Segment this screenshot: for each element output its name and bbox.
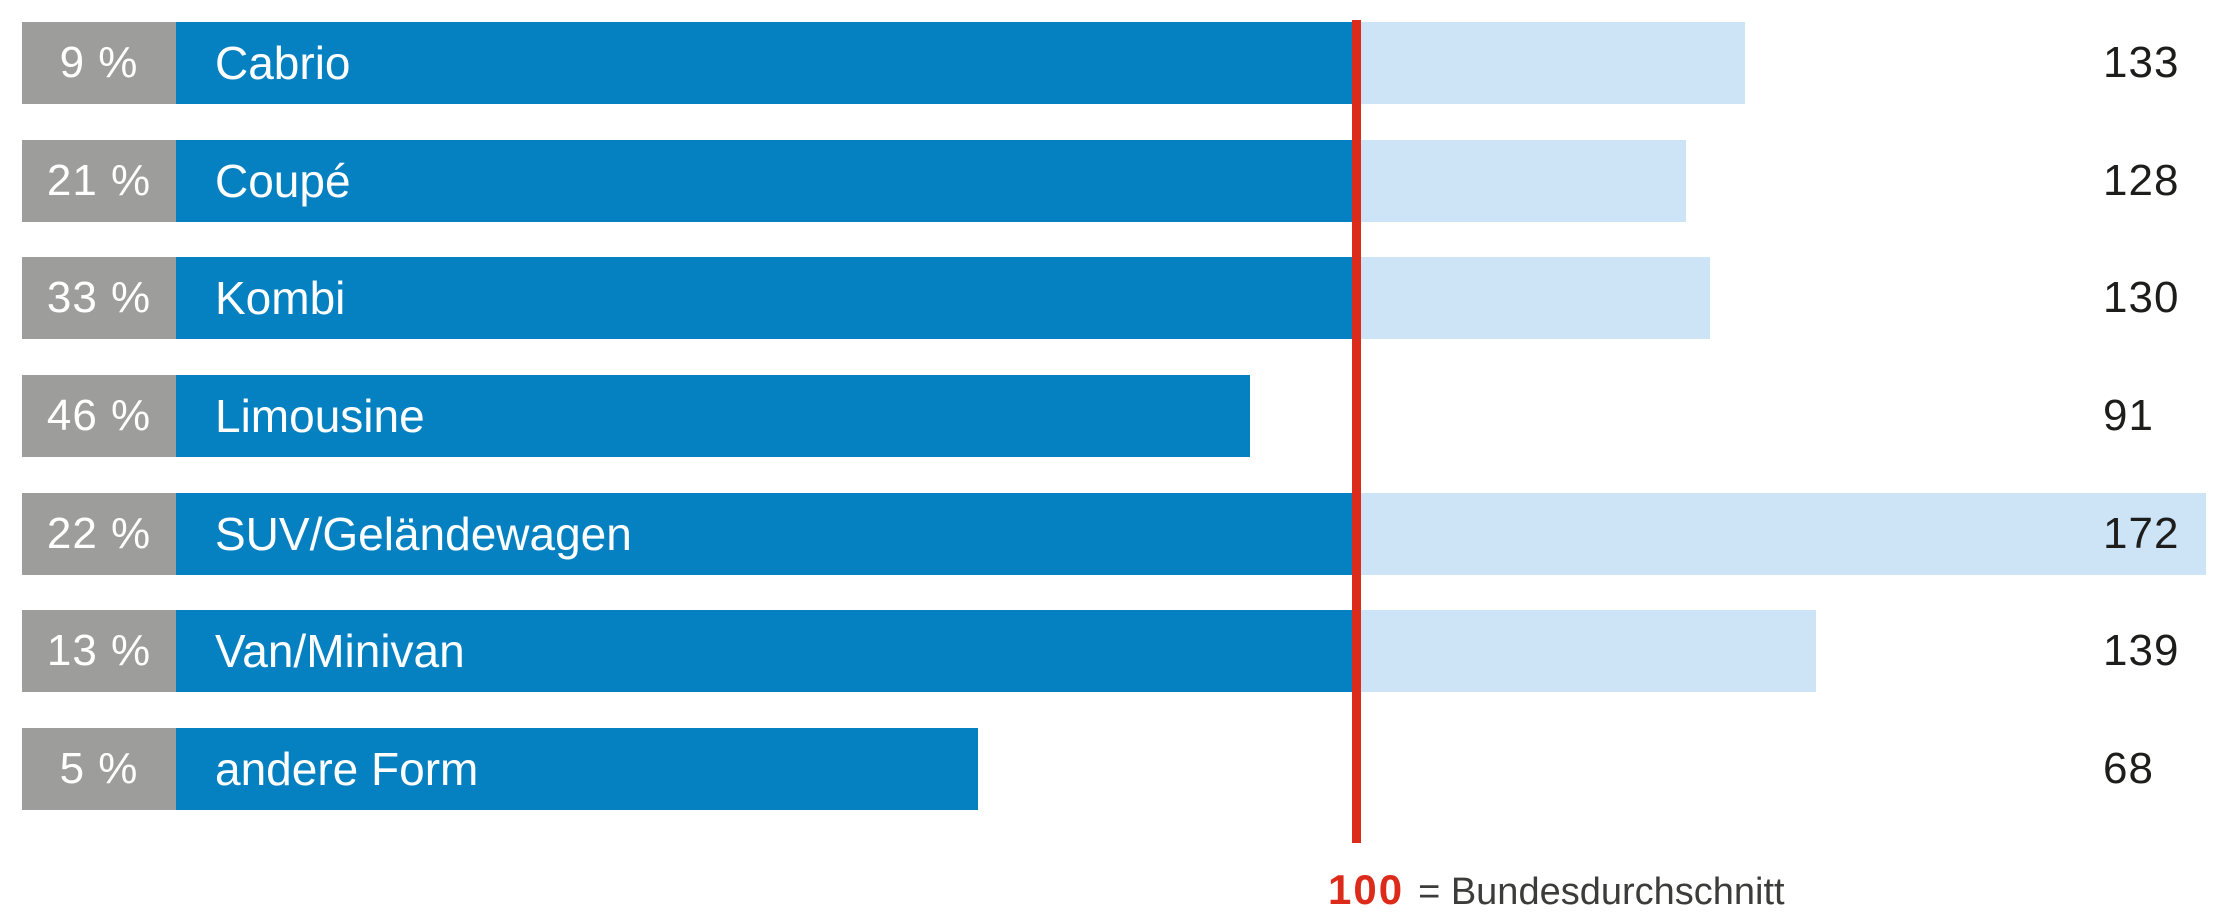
bar-segment-dark: SUV/Geländewagen xyxy=(176,493,1356,575)
bar-segment-dark: Coupé xyxy=(176,140,1356,222)
percent-label: 5 % xyxy=(59,744,139,793)
table-row: 33 % Kombi 130 xyxy=(0,257,2231,339)
category-label: Coupé xyxy=(215,155,351,207)
bar-segment-light xyxy=(1356,493,2206,575)
percent-box: 33 % xyxy=(22,257,176,339)
bar-segment-light xyxy=(1356,22,1745,104)
reference-value: 100 xyxy=(1328,866,1405,913)
category-label: Kombi xyxy=(215,272,346,324)
bar: andere Form xyxy=(176,728,978,810)
percent-label: 21 % xyxy=(46,156,152,205)
percent-box: 9 % xyxy=(22,22,176,104)
bar-segment-light xyxy=(1356,610,1816,692)
percent-box: 13 % xyxy=(22,610,176,692)
table-row: 13 % Van/Minivan 139 xyxy=(0,610,2231,692)
table-row: 9 % Cabrio 133 xyxy=(0,22,2231,104)
bar-segment-dark: Cabrio xyxy=(176,22,1356,104)
bar-segment-light xyxy=(1356,140,1686,222)
percent-label: 33 % xyxy=(46,273,152,322)
bar-segment-light xyxy=(1356,257,1710,339)
index-value-label: 130 xyxy=(2103,273,2180,322)
percent-box: 46 % xyxy=(22,375,176,457)
table-row: 46 % Limousine 91 xyxy=(0,375,2231,457)
bar-segment-dark: Kombi xyxy=(176,257,1356,339)
percent-box: 21 % xyxy=(22,140,176,222)
bar: Van/Minivan xyxy=(176,610,1816,692)
category-label: andere Form xyxy=(215,743,479,795)
category-label: Limousine xyxy=(215,390,425,442)
percent-box: 22 % xyxy=(22,493,176,575)
index-value-label: 68 xyxy=(2103,744,2154,793)
table-row: 21 % Coupé 128 xyxy=(0,140,2231,222)
table-row: 22 % SUV/Geländewagen 172 xyxy=(0,493,2231,575)
index-value-label: 172 xyxy=(2103,509,2180,558)
bar: Cabrio xyxy=(176,22,1745,104)
index-value-label: 128 xyxy=(2103,156,2180,205)
bar-segment-dark: Van/Minivan xyxy=(176,610,1356,692)
category-label: SUV/Geländewagen xyxy=(215,508,632,560)
index-value-label: 133 xyxy=(2103,38,2180,87)
index-value-label: 91 xyxy=(2103,391,2154,440)
category-label: Van/Minivan xyxy=(215,625,465,677)
table-row: 5 % andere Form 68 xyxy=(0,728,2231,810)
percent-label: 9 % xyxy=(59,38,139,87)
bar: Kombi xyxy=(176,257,1710,339)
bar: Limousine xyxy=(176,375,1250,457)
reference-line xyxy=(1352,20,1361,843)
bar-segment-dark: Limousine xyxy=(176,375,1250,457)
category-label: Cabrio xyxy=(215,37,351,89)
reference-legend: 100 = Bundesdurchschnitt xyxy=(1328,866,1785,914)
percent-label: 46 % xyxy=(46,391,152,440)
reference-label: = Bundesdurchschnitt xyxy=(1418,871,1785,913)
bar-segment-dark: andere Form xyxy=(176,728,978,810)
percent-label: 22 % xyxy=(46,509,152,558)
index-value-label: 139 xyxy=(2103,626,2180,675)
percent-label: 13 % xyxy=(46,626,152,675)
bar: Coupé xyxy=(176,140,1686,222)
bar: SUV/Geländewagen xyxy=(176,493,2206,575)
percent-box: 5 % xyxy=(22,728,176,810)
